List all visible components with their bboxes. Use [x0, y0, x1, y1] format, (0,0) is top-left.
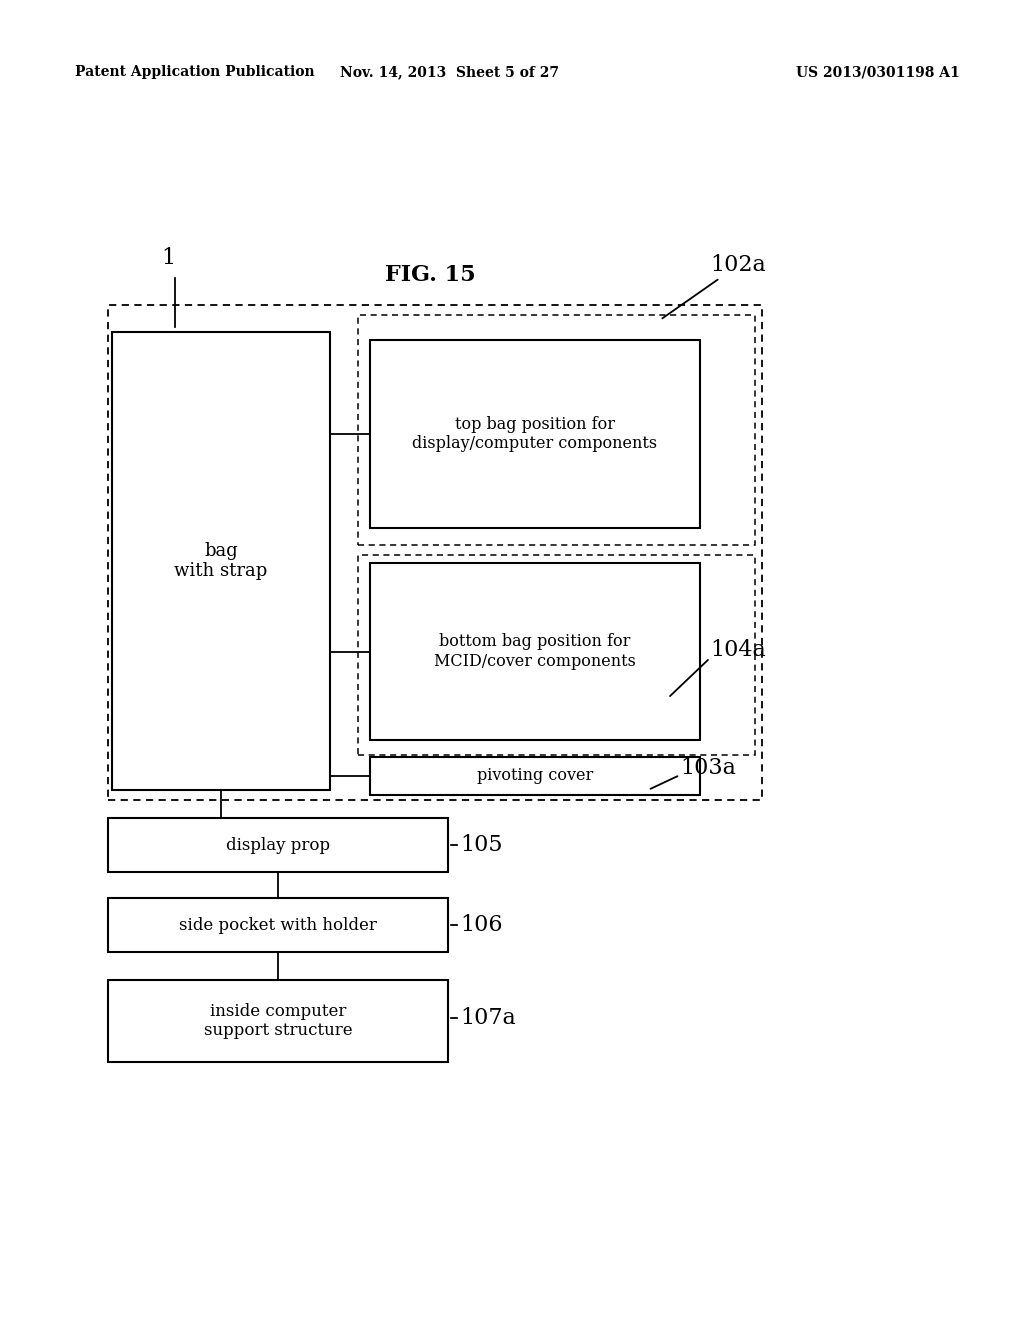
Text: Patent Application Publication: Patent Application Publication	[75, 65, 314, 79]
Text: bottom bag position for
MCID/cover components: bottom bag position for MCID/cover compo…	[434, 634, 636, 669]
Bar	[108, 898, 449, 952]
Bar	[108, 979, 449, 1063]
Bar	[370, 341, 700, 528]
Text: 102a: 102a	[710, 253, 766, 276]
Bar	[112, 333, 330, 789]
Text: 103a: 103a	[680, 756, 736, 779]
Bar	[370, 756, 700, 795]
Text: Nov. 14, 2013  Sheet 5 of 27: Nov. 14, 2013 Sheet 5 of 27	[341, 65, 559, 79]
Text: inside computer
support structure: inside computer support structure	[204, 1003, 352, 1039]
Text: 107a: 107a	[460, 1007, 516, 1030]
Bar	[370, 564, 700, 741]
Text: US 2013/0301198 A1: US 2013/0301198 A1	[797, 65, 961, 79]
Text: side pocket with holder: side pocket with holder	[179, 916, 377, 933]
Text: 104a: 104a	[710, 639, 766, 661]
Text: top bag position for
display/computer components: top bag position for display/computer co…	[413, 416, 657, 453]
Text: pivoting cover: pivoting cover	[477, 767, 593, 784]
Text: bag
with strap: bag with strap	[174, 541, 267, 581]
Text: 105: 105	[460, 834, 503, 855]
Bar	[108, 818, 449, 873]
Bar	[358, 554, 755, 755]
Text: 106: 106	[460, 913, 503, 936]
Text: 1: 1	[161, 247, 175, 269]
Text: display prop: display prop	[226, 837, 330, 854]
Bar	[358, 315, 755, 545]
Text: FIG. 15: FIG. 15	[385, 264, 475, 286]
Bar	[108, 305, 762, 800]
